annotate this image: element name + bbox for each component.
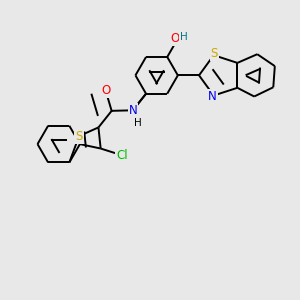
Text: S: S bbox=[75, 130, 83, 142]
Text: S: S bbox=[211, 46, 218, 60]
Text: H: H bbox=[180, 32, 187, 42]
Text: O: O bbox=[171, 32, 180, 45]
Text: O: O bbox=[101, 84, 110, 97]
Text: N: N bbox=[128, 104, 137, 117]
Text: Cl: Cl bbox=[116, 149, 128, 162]
Text: H: H bbox=[134, 118, 142, 128]
Text: N: N bbox=[208, 90, 217, 103]
